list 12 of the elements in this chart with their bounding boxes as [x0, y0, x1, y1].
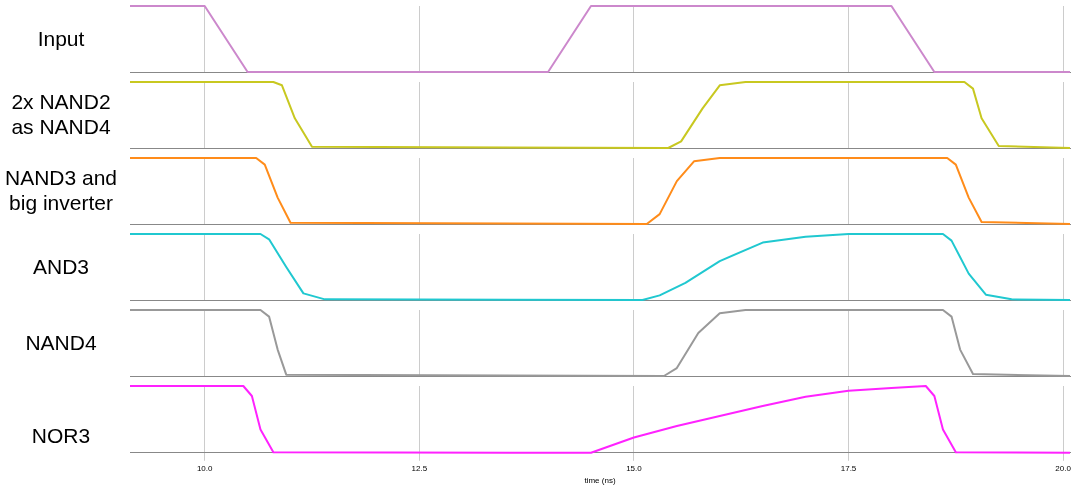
- y-axis-title: Input: [36, 25, 86, 51]
- y-axis-title: NOR3: [30, 422, 92, 448]
- x-tick-label: 17.5: [840, 463, 857, 473]
- x-axis-title: time (ns): [584, 476, 616, 486]
- y-axis-title: 2x NAND2 as NAND4: [10, 89, 112, 139]
- x-tick-label: 10.0: [196, 463, 214, 473]
- x-tick-label: 15.0: [626, 463, 643, 473]
- x-tick-label: 20.0: [1055, 463, 1072, 473]
- y-axis-title: NAND3 and big inverter: [3, 165, 119, 215]
- y-axis-title: NAND4: [24, 329, 98, 355]
- y-axis-title: AND3: [32, 253, 90, 279]
- x-tick-label: 12.5: [411, 463, 428, 473]
